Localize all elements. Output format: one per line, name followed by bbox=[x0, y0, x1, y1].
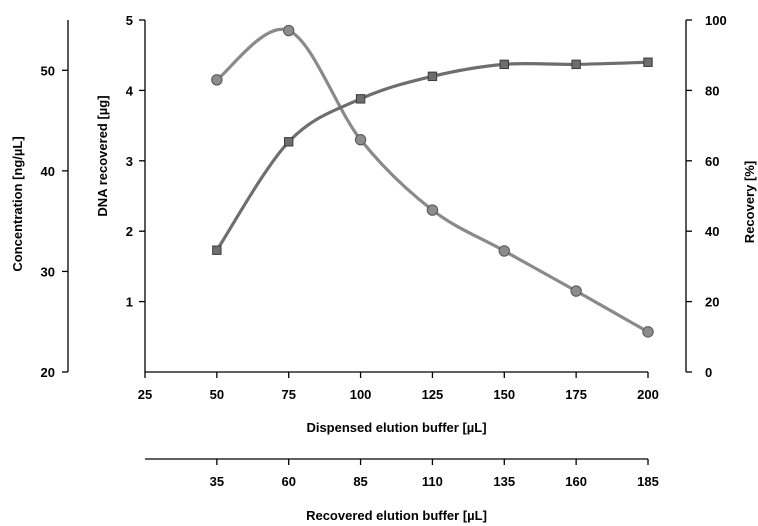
data-point-square bbox=[427, 71, 438, 82]
x-tick-label: 200 bbox=[637, 387, 659, 402]
data-point-circle bbox=[354, 133, 367, 146]
concentration-tick-label: 50 bbox=[41, 63, 55, 78]
x-tick-label: 150 bbox=[493, 387, 515, 402]
data-point-square bbox=[571, 59, 581, 70]
secondary-x-tick-label: 160 bbox=[565, 474, 587, 489]
dna-tick-label: 3 bbox=[126, 154, 133, 169]
x-tick-label: 50 bbox=[210, 387, 224, 402]
dna-tick-label: 1 bbox=[126, 295, 133, 310]
concentration-tick-label: 30 bbox=[41, 264, 55, 279]
recovery-tick-label: 20 bbox=[705, 295, 719, 310]
data-point-square bbox=[643, 57, 653, 67]
recovery-tick-label: 80 bbox=[705, 83, 719, 98]
secondary-x-tick-label: 185 bbox=[637, 474, 659, 489]
secondary-x-tick-label: 110 bbox=[422, 474, 443, 489]
data-point-square bbox=[284, 137, 294, 147]
concentration-tick-label: 20 bbox=[41, 365, 55, 380]
dna-axis-title: DNA recovered [µg] bbox=[95, 95, 110, 216]
data-point-circle bbox=[283, 24, 295, 37]
data-point-circle bbox=[570, 285, 582, 297]
recovery-tick-label: 100 bbox=[705, 13, 727, 28]
data-point-circle bbox=[426, 204, 439, 216]
x-tick-label: 100 bbox=[350, 387, 372, 402]
concentration-axis-title: Concentration [ng/µL] bbox=[10, 136, 25, 271]
x-tick-label: 25 bbox=[138, 387, 152, 402]
recovery-axis-title: Recovery [%] bbox=[742, 161, 757, 243]
dna-tick-label: 2 bbox=[126, 224, 133, 239]
plot-area bbox=[211, 24, 654, 338]
data-point-circle bbox=[211, 74, 223, 86]
secondary-x-axis-title: Recovered elution buffer [µL] bbox=[306, 508, 487, 523]
data-point-circle bbox=[642, 326, 654, 338]
axes: 20 30 40 50 Concentration [ng/µL] 1 2 3 4 5 DNA re… bbox=[10, 13, 757, 523]
concentration-tick-label: 40 bbox=[41, 164, 55, 179]
dna-tick-label: 5 bbox=[126, 13, 133, 28]
series-line-square bbox=[215, 60, 649, 252]
data-point-square bbox=[212, 245, 222, 255]
data-point-circle bbox=[498, 245, 510, 257]
secondary-x-tick-label: 85 bbox=[353, 474, 367, 489]
x-axis-title: Dispensed elution buffer [µL] bbox=[306, 420, 486, 435]
recovery-tick-label: 40 bbox=[705, 224, 719, 239]
secondary-x-tick-label: 35 bbox=[210, 474, 224, 489]
x-tick-label: 175 bbox=[565, 387, 587, 402]
recovery-tick-label: 0 bbox=[705, 365, 712, 380]
recovery-tick-label: 60 bbox=[705, 154, 719, 169]
x-tick-label: 75 bbox=[281, 387, 295, 402]
data-point-square bbox=[355, 94, 366, 104]
data-point-square bbox=[499, 59, 509, 70]
secondary-x-tick-label: 135 bbox=[493, 474, 515, 489]
dna-tick-label: 4 bbox=[126, 83, 134, 98]
x-tick-label: 125 bbox=[422, 387, 444, 402]
secondary-x-tick-label: 60 bbox=[281, 474, 295, 489]
